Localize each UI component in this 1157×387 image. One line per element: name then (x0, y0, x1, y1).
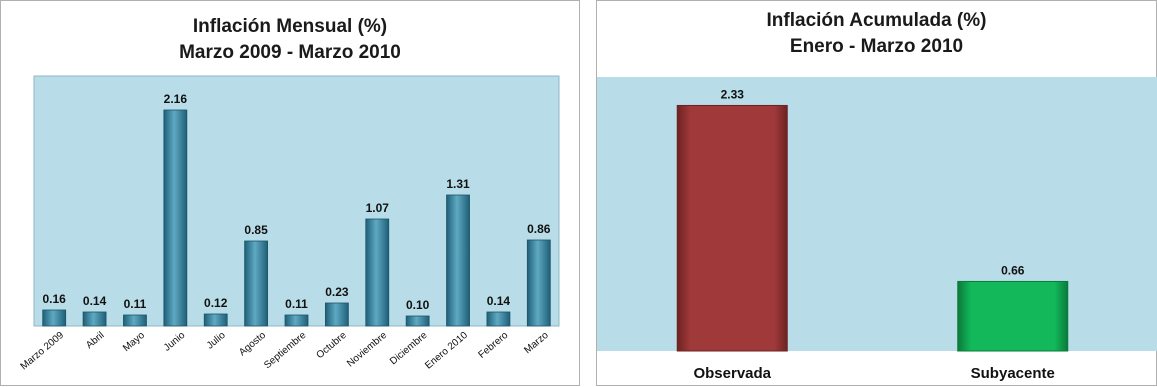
bar-subyacente (957, 280, 1069, 352)
chart-title-line1: Inflación Acumulada (%) (766, 10, 987, 31)
data-label-subyacente: 0.66 (1001, 263, 1025, 277)
chart-title-line1: Inflación Mensual (%) (192, 16, 388, 37)
data-label-octubre: 0.23 (325, 285, 349, 299)
tick-label-enero-2010: Enero 2010 (423, 330, 470, 372)
data-label-abril: 0.14 (83, 294, 107, 308)
chart-title: Inflación Acumulada (%) Enero - Marzo 20… (597, 8, 1156, 60)
data-label-marzo-2009: 0.16 (43, 292, 67, 306)
tick-label-junio: Junio (162, 330, 188, 354)
bar-enero-2010 (446, 194, 470, 327)
bar-observada (676, 104, 788, 352)
data-label-enero-2010: 1.31 (446, 177, 470, 191)
bar-septiembre (284, 314, 309, 327)
chart-title-line2: Marzo 2009 - Marzo 2010 (179, 42, 401, 63)
bar-febrero (486, 311, 511, 327)
plot-area (33, 75, 560, 327)
tick-label-marzo-2009: Marzo 2009 (19, 330, 67, 373)
tick-label-octubre: Octubre (314, 330, 349, 362)
cumulative-inflation-panel: Inflación Acumulada (%) Enero - Marzo 20… (596, 0, 1157, 386)
data-label-junio: 2.16 (164, 92, 188, 106)
data-label-diciembre: 0.10 (406, 298, 430, 312)
data-label-julio: 0.12 (204, 296, 228, 310)
bar-octubre (324, 302, 349, 327)
tick-label-septiembre: Septiembre (262, 330, 309, 372)
chart-title-line2: Enero - Marzo 2010 (789, 36, 964, 57)
data-label-febrero: 0.14 (487, 294, 511, 308)
monthly-inflation-chart: 0.16 Marzo 2009 0.14 Abril 0.11 Mayo 2.16 Junio… (19, 75, 560, 373)
tick-label-noviembre: Noviembre (345, 330, 389, 370)
cumulative-inflation-chart: 2.33 Observada 0.66 Subyacente (597, 77, 1157, 382)
data-label-marzo: 0.86 (527, 222, 551, 236)
monthly-inflation-panel: Inflación Mensual (%) Marzo 2009 - Marzo… (0, 0, 580, 386)
bar-diciembre (405, 315, 430, 327)
chart-title: Inflación Mensual (%) Marzo 2009 - Marzo… (1, 14, 579, 66)
tick-label-julio: Julio (205, 330, 228, 352)
bar-abril (82, 311, 107, 327)
bar-agosto (244, 240, 269, 327)
data-label-observada: 2.33 (721, 87, 745, 101)
bar-marzo (526, 239, 551, 327)
bar-julio (203, 313, 228, 327)
tick-label-febrero: Febrero (476, 330, 510, 361)
tick-label-marzo: Marzo (522, 330, 551, 357)
tick-label-observada: Observada (693, 365, 771, 382)
bar-junio (163, 109, 188, 327)
bar-noviembre (365, 218, 390, 327)
tick-label-agosto: Agosto (237, 330, 268, 359)
data-label-mayo: 0.11 (124, 297, 147, 311)
data-label-septiembre: 0.11 (285, 297, 308, 311)
data-label-agosto: 0.85 (244, 223, 268, 237)
tick-label-mayo: Mayo (121, 330, 147, 354)
tick-label-subyacente: Subyacente (971, 365, 1055, 382)
bar-marzo-2009 (42, 309, 67, 327)
tick-label-abril: Abril (84, 330, 106, 351)
data-label-noviembre: 1.07 (366, 201, 390, 215)
bar-mayo (123, 314, 147, 327)
